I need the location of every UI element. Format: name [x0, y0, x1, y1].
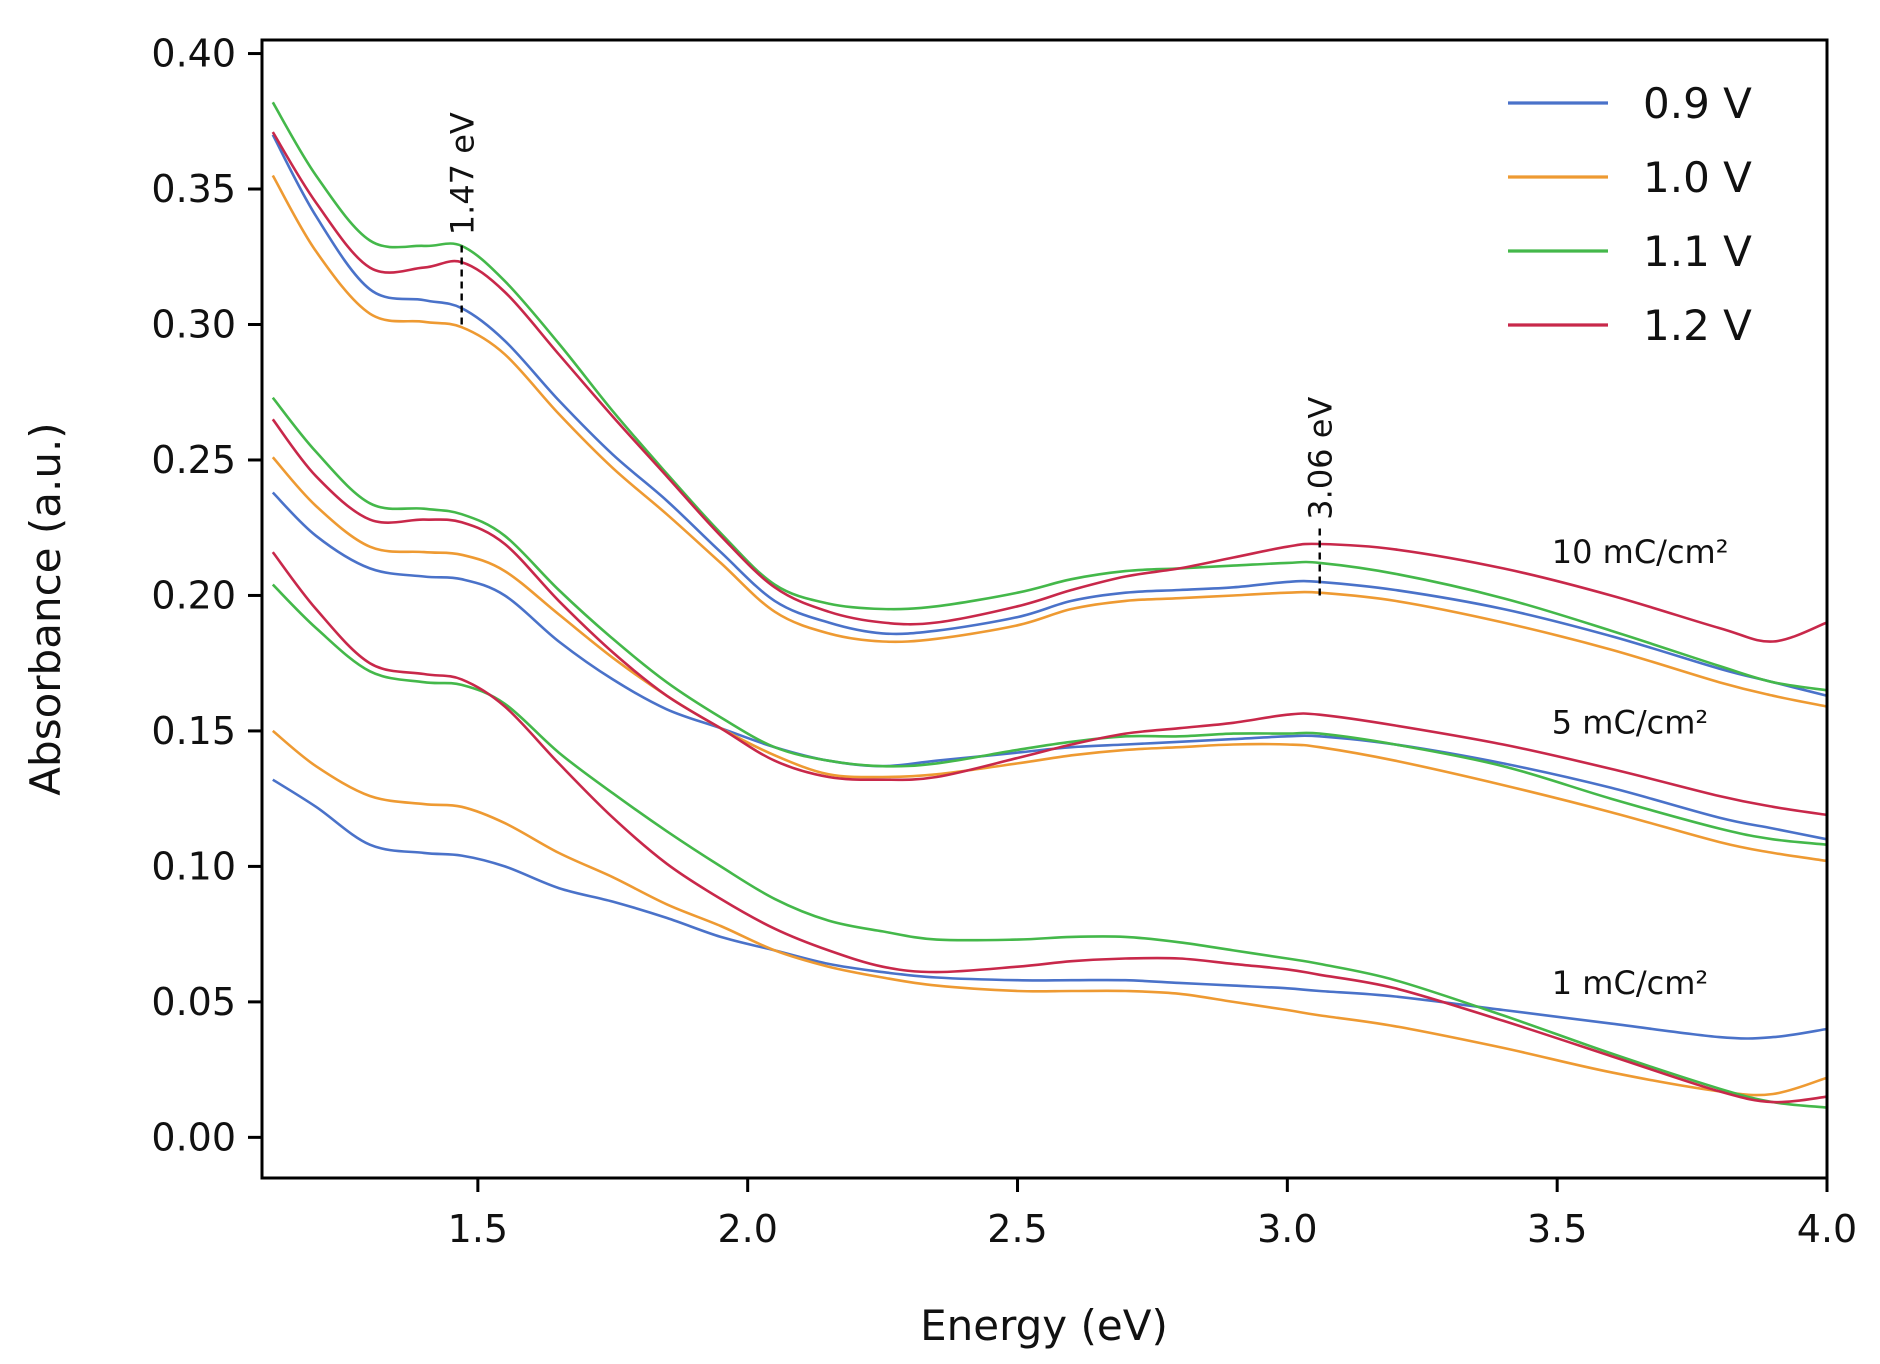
series-line-10-mc-cm-1-2-v — [271, 131, 1828, 643]
group-label: 1 mC/cm² — [1552, 964, 1708, 1002]
annotation-label: 3.06 eV — [1302, 397, 1340, 520]
series-layer — [271, 101, 1828, 1109]
series-line-1-mc-cm-0-9-v — [272, 778, 1828, 1040]
axes-layer: 1.5 2.0 2.5 3.0 3.5 4.0 0.00 0.05 0.10 0.15 0.20 0.… — [151, 32, 1857, 1251]
y-tick-label: 0.40 — [151, 32, 236, 76]
series-line-5-mc-cm-1-2-v — [271, 418, 1828, 817]
y-tick-label: 0.35 — [151, 167, 236, 211]
group-label: 10 mC/cm² — [1552, 533, 1729, 571]
y-tick-label: 0.20 — [151, 573, 236, 617]
series-line-10-mc-cm-1-0-v — [271, 174, 1828, 708]
plot-frame — [260, 38, 1829, 1180]
series-line-10-mc-cm-1-1-v — [271, 101, 1828, 692]
x-tick-label: 2.0 — [717, 1207, 777, 1251]
y-tick-label: 0.05 — [151, 980, 236, 1024]
series-line-5-mc-cm-1-1-v — [271, 396, 1828, 846]
series-line-1-mc-cm-1-0-v — [271, 729, 1828, 1097]
series-line-1-mc-cm-1-2-v — [271, 551, 1828, 1104]
x-tick-label: 4.0 — [1797, 1207, 1857, 1251]
series-line-1-mc-cm-1-1-v — [271, 583, 1828, 1109]
series-line-10-mc-cm-0-9-v — [271, 134, 1828, 697]
legend-label: 1.0 V — [1643, 153, 1752, 202]
legend-label: 1.2 V — [1643, 301, 1752, 350]
y-axis-label: Absorbance (a.u.) — [21, 422, 70, 795]
annotation-layer: 1.47 eV 3.06 eV 10 mC/cm² 5 mC/cm² 1 mC/cm² — [444, 112, 1729, 1002]
y-tick-label: 0.10 — [151, 844, 236, 888]
x-axis-label: Energy (eV) — [920, 1301, 1168, 1350]
x-tick-label: 3.5 — [1527, 1207, 1587, 1251]
y-tick-label: 0.00 — [151, 1115, 236, 1159]
y-tick-label: 0.25 — [151, 438, 236, 482]
legend-label: 1.1 V — [1643, 227, 1752, 276]
x-tick-label: 2.5 — [987, 1207, 1047, 1251]
legend: 0.9 V 1.0 V 1.1 V 1.2 V — [1508, 79, 1752, 350]
y-tick-label: 0.30 — [151, 303, 236, 347]
x-tick-label: 1.5 — [448, 1207, 508, 1251]
legend-label: 0.9 V — [1643, 79, 1752, 128]
x-tick-label: 3.0 — [1257, 1207, 1317, 1251]
group-label: 5 mC/cm² — [1552, 704, 1708, 742]
y-tick-label: 0.15 — [151, 709, 236, 753]
annotation-label: 1.47 eV — [444, 112, 482, 235]
